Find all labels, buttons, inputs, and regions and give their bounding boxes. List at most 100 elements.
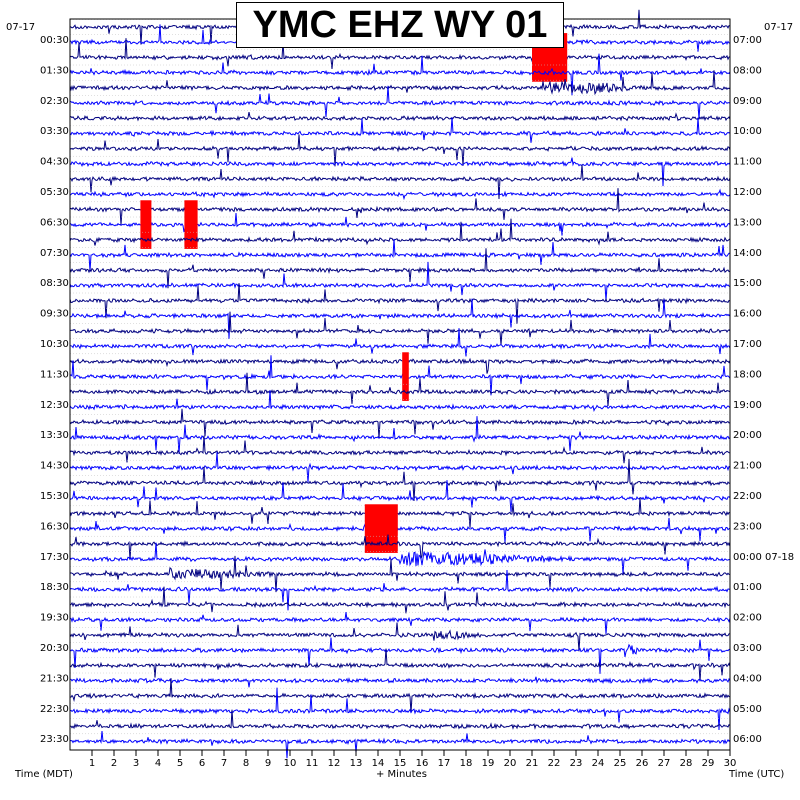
left-time-label: 18:30 (40, 582, 69, 593)
trace-line (69, 355, 731, 396)
right-time-label: 23:00 (733, 521, 762, 532)
trace-line (69, 731, 731, 759)
x-tick-label: 24 (592, 758, 605, 769)
right-axis-label: Time (UTC) (728, 769, 784, 780)
trace-line (69, 357, 731, 374)
trace (69, 53, 731, 96)
trace (69, 731, 731, 759)
x-tick-label: 8 (243, 758, 249, 769)
x-tick-label: 10 (284, 758, 297, 769)
trace-line (69, 311, 731, 345)
trace-line (69, 709, 731, 730)
trace-line (69, 117, 731, 143)
trace (69, 85, 731, 120)
left-time-label: 01:30 (40, 65, 69, 76)
right-time-label: 14:00 (733, 248, 762, 259)
trace (69, 480, 731, 512)
left-time-label: 16:30 (40, 521, 69, 532)
trace-line (69, 480, 731, 512)
trace (69, 117, 731, 143)
trace (69, 672, 731, 688)
left-time-label: 05:30 (40, 187, 69, 198)
trace (69, 110, 731, 122)
right-time-label: 19:00 (733, 400, 762, 411)
trace (69, 534, 731, 560)
x-tick-label: 26 (636, 758, 649, 769)
left-time-label: 12:30 (40, 400, 69, 411)
x-tick-label: 29 (702, 758, 715, 769)
x-tick-label: 3 (133, 758, 139, 769)
trace-line (69, 134, 731, 167)
trace (69, 372, 731, 406)
left-time-label: 19:30 (40, 613, 69, 624)
x-tick-label: 17 (438, 758, 451, 769)
x-axis-label: + Minutes (376, 769, 427, 780)
trace-line (69, 298, 731, 340)
chart-title-box: YMC EHZ WY 01 (236, 2, 564, 48)
clipped-event (402, 352, 409, 401)
trace-line (69, 261, 731, 301)
x-tick-label: 18 (460, 758, 473, 769)
right-time-label: 04:00 (733, 673, 762, 684)
x-axis-ticks: 1 2 3 4 5 6 7 8 9 10 11 12 13 14 15 16 17 18 19 20 21 22 23 24 2… (89, 750, 737, 769)
trace-line (69, 157, 731, 187)
left-time-label: 10:30 (40, 339, 69, 350)
right-time-label: 01:00 (733, 582, 762, 593)
left-time-label: 11:30 (40, 369, 69, 380)
trace-line (69, 283, 731, 324)
trace-line (70, 612, 731, 635)
trace (69, 637, 731, 674)
clipped-event (364, 504, 398, 553)
x-tick-label: 6 (199, 758, 205, 769)
right-time-label: 02:00 (733, 613, 762, 624)
trace-line (69, 248, 731, 289)
trace (69, 555, 731, 593)
right-time-label: 15:00 (733, 278, 762, 289)
trace (69, 586, 731, 614)
trace-line (69, 372, 731, 406)
right-date-label: 07-17 (764, 22, 793, 33)
left-time-label: 15:30 (40, 491, 69, 502)
x-tick-label: 21 (526, 758, 539, 769)
x-tick-label: 23 (570, 758, 583, 769)
clipped-event (140, 200, 152, 249)
trace-line (69, 542, 731, 574)
right-time-label: 06:00 (733, 734, 762, 745)
trace-line (69, 534, 731, 560)
right-time-label: 08:00 (733, 65, 762, 76)
trace-line (69, 38, 731, 70)
left-time-label: 03:30 (40, 126, 69, 137)
left-time-label: 09:30 (40, 309, 69, 320)
x-tick-label: 22 (548, 758, 561, 769)
trace-line (69, 648, 731, 682)
x-tick-label: 27 (658, 758, 671, 769)
right-time-label: 21:00 (733, 461, 762, 472)
trace (69, 298, 731, 340)
right-time-label: 11:00 (733, 157, 762, 168)
clipped-event (184, 200, 198, 249)
x-tick-label: 13 (350, 758, 363, 769)
trace (69, 352, 731, 401)
left-time-label: 07:30 (40, 248, 69, 259)
right-time-label: 03:00 (733, 643, 762, 654)
x-tick-label: 25 (614, 758, 627, 769)
x-tick-label: 2 (111, 758, 117, 769)
trace-line (69, 111, 731, 122)
trace (69, 569, 731, 611)
left-time-label: 17:30 (40, 552, 69, 563)
trace-line (69, 238, 730, 272)
x-tick-label: 16 (416, 758, 429, 769)
chart-title: YMC EHZ WY 01 (252, 3, 548, 46)
x-tick-label: 30 (724, 758, 737, 769)
trace (69, 218, 731, 246)
x-tick-label: 12 (328, 758, 341, 769)
x-tick-label: 14 (372, 758, 385, 769)
trace (69, 451, 731, 483)
x-tick-label: 1 (89, 758, 95, 769)
left-time-label: 02:30 (40, 96, 69, 107)
trace (69, 164, 731, 200)
trace-line (69, 188, 731, 225)
trace-line (69, 517, 731, 543)
left-date-label: 07-17 (6, 22, 35, 33)
trace-line (69, 328, 731, 357)
